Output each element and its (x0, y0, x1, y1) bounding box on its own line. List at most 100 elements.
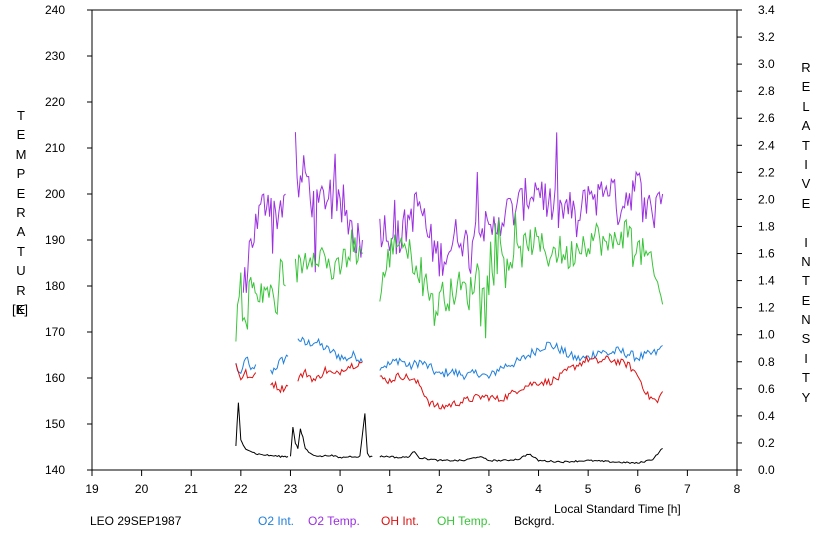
y-tick-label-right: 1.0 (758, 328, 775, 342)
x-tick-label: 20 (135, 482, 149, 496)
series-line-bckgrd (379, 447, 663, 464)
axis-title-letter (796, 213, 816, 232)
y-tick-label-right: 1.2 (758, 301, 775, 315)
axis-title-letter: R (801, 60, 811, 75)
y-tick-label-right: 2.4 (758, 138, 775, 152)
x-tick-label: 2 (436, 482, 443, 496)
y-tick-label-right: 2.6 (758, 111, 775, 125)
axis-title-letter: U (16, 263, 26, 279)
axis-title-letter: N (801, 253, 811, 269)
y-tick-label-right: 2.8 (758, 84, 775, 98)
y-tick-label-left: 150 (45, 417, 65, 431)
y-tick-label-left: 170 (45, 325, 65, 339)
series-line-o2-temp (379, 132, 664, 277)
x-tick-label: 3 (486, 482, 493, 496)
y-tick-label-right: 2.2 (758, 165, 775, 179)
y-tick-label-right: 0.6 (758, 382, 775, 396)
y-tick-label-left: 230 (45, 49, 65, 63)
axis-title-letter: T (17, 243, 25, 259)
y-tick-label-right: 3.2 (758, 30, 775, 44)
axis-title-letter: T (802, 370, 810, 386)
axis-title-letter: S (801, 331, 811, 347)
series-line-o2-int (270, 354, 289, 376)
axis-title-letter: I (804, 234, 808, 250)
axis-title-letter: L (802, 98, 810, 114)
x-tick-label: 22 (234, 482, 248, 496)
axis-title-letter: T (17, 108, 25, 123)
axis-title-letter: I (804, 156, 808, 172)
y-tick-label-right: 1.4 (758, 274, 775, 288)
axis-title-letter: E (16, 127, 26, 143)
series-line-oh-temp (379, 212, 664, 339)
series-line-o2-temp (294, 132, 363, 273)
series-line-o2-int (297, 336, 363, 364)
legend-entry: O2 Int. (258, 514, 295, 528)
y-tick-label-left: 180 (45, 279, 65, 293)
y-tick-label-left: 160 (45, 371, 65, 385)
y-tick-label-right: 2.0 (758, 192, 775, 206)
series-line-o2-int (379, 341, 663, 381)
axis-title-letter: E (801, 79, 811, 95)
x-tick-label: 8 (734, 482, 741, 496)
axis-title-letter: N (801, 312, 811, 328)
x-tick-label: 6 (634, 482, 641, 496)
x-axis-label: Local Standard Time [h] (554, 502, 681, 516)
axis-title-letter: R (16, 282, 26, 298)
y-tick-label-left: 220 (45, 95, 65, 109)
x-axis: 19 20 21 22 23 0 1 2 3 4 5 6 7 8 (85, 470, 741, 496)
y-tick-label-right: 3.0 (758, 57, 775, 71)
y-tick-label-right: 0.2 (758, 436, 775, 450)
chart-title: LEO 29SEP1987 (90, 514, 182, 528)
axis-title-letter: A (801, 118, 811, 134)
axis-title-letter: R (16, 204, 26, 220)
axis-title-letter: E (16, 185, 26, 201)
axis-title-letter: E (801, 195, 811, 211)
x-tick-label: 5 (585, 482, 592, 496)
axis-title-letter: T (802, 273, 810, 289)
y-tick-label-left: 140 (45, 463, 65, 477)
series-line-oh-temp (235, 258, 286, 342)
series-layer (235, 132, 664, 464)
y-tick-label-right: 1.6 (758, 247, 775, 261)
series-line-oh-temp (294, 229, 363, 283)
axis-title-letter: V (801, 176, 811, 192)
y-tick-label-left: 240 (45, 3, 65, 17)
y-tick-label-right: 3.4 (758, 3, 775, 17)
series-line-oh-int (297, 361, 363, 383)
axis-title-letter: E (801, 292, 811, 308)
axis-title-letter: E (16, 301, 26, 317)
y-tick-label-right: 0.4 (758, 409, 775, 423)
y-tick-label-right: 0.0 (758, 463, 775, 477)
axis-title-letter: M (15, 146, 27, 162)
axis-title-letter: P (16, 166, 26, 182)
axis-title-letter: T (802, 137, 810, 153)
series-line-oh-int (235, 363, 257, 381)
series-line-bckgrd (235, 402, 289, 459)
series-line-o2-int (235, 356, 257, 375)
y-tick-label-left: 200 (45, 187, 65, 201)
legend-entry: OH Temp. (437, 514, 491, 528)
legend-entry: Bckgrd. (514, 514, 555, 528)
x-tick-label: 4 (535, 482, 542, 496)
axis-title-letter: I (804, 350, 808, 366)
x-tick-label: 21 (185, 482, 199, 496)
series-line-oh-int (379, 354, 664, 410)
axis-title-letter: A (16, 224, 26, 240)
y-tick-label-left: 210 (45, 141, 65, 155)
x-tick-label: 23 (284, 482, 298, 496)
y-tick-label-right: 0.8 (758, 355, 775, 369)
x-tick-label: 7 (684, 482, 691, 496)
y-axis-left-unit: [K] (12, 302, 28, 317)
right-axis: 0.0 0.2 0.4 0.6 0.8 1.0 1.2 1.4 1.6 1.8 2.0 2.2 2.4 2… (737, 3, 775, 477)
x-tick-label: 0 (337, 482, 344, 496)
plot-frame (91, 9, 738, 471)
legend-entry: OH Int. (381, 514, 420, 528)
x-tick-label: 1 (386, 482, 393, 496)
legend-entry: O2 Temp. (308, 514, 360, 528)
y-tick-label-right: 1.8 (758, 219, 775, 233)
x-tick-label: 19 (85, 482, 99, 496)
series-line-oh-int (270, 380, 289, 394)
axis-title-letter: Y (801, 389, 811, 405)
